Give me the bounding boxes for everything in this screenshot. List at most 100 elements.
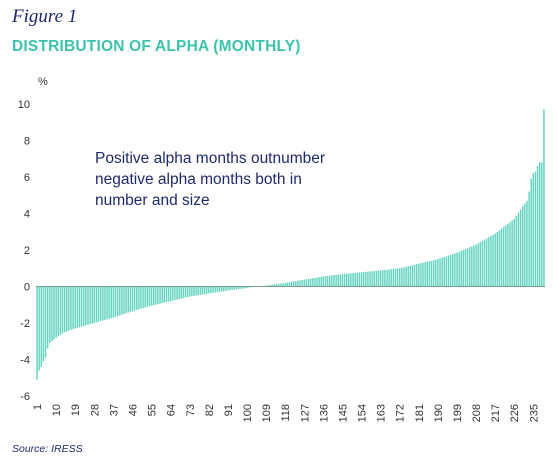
bar	[87, 286, 89, 325]
bar	[384, 269, 386, 287]
bar	[292, 281, 295, 287]
x-tick-label: 100	[242, 404, 254, 422]
bar	[210, 286, 212, 294]
bar	[534, 171, 537, 287]
bar	[269, 284, 272, 287]
y-tick-label: -2	[20, 318, 30, 330]
x-tick-label: 235	[528, 404, 540, 422]
bar	[532, 173, 535, 287]
bar	[337, 274, 339, 287]
x-tick-label: 64	[166, 404, 178, 416]
bar	[390, 269, 392, 287]
bar	[265, 285, 267, 287]
bar	[356, 272, 359, 287]
bar	[360, 272, 363, 287]
x-tick-label: 190	[433, 404, 445, 422]
bar	[435, 259, 437, 287]
bar	[437, 259, 439, 287]
bar	[246, 286, 248, 288]
bar	[169, 286, 172, 302]
bar	[83, 286, 85, 327]
bar	[415, 264, 418, 287]
bar	[526, 200, 528, 287]
bar	[172, 286, 174, 301]
bar	[428, 261, 431, 287]
bar	[286, 282, 289, 287]
bar	[127, 286, 129, 313]
bar	[191, 286, 193, 297]
bar	[352, 273, 354, 287]
bar	[93, 286, 96, 323]
bar	[76, 286, 79, 328]
annotation-line: negative alpha months both in	[95, 171, 302, 188]
bar	[74, 286, 76, 329]
bar	[80, 286, 83, 327]
bar	[267, 285, 269, 287]
bar	[543, 109, 545, 287]
y-tick-label: 10	[18, 99, 30, 111]
bar	[316, 277, 318, 287]
bar	[500, 228, 503, 287]
x-tick-label: 217	[490, 404, 502, 422]
bar	[475, 244, 477, 287]
bar	[280, 283, 282, 287]
bar	[142, 286, 144, 309]
bar	[468, 247, 471, 287]
bar	[271, 284, 274, 287]
bar	[78, 286, 81, 328]
bar	[108, 286, 110, 319]
bar	[59, 286, 62, 335]
x-tick-label: 91	[223, 404, 235, 416]
bar	[297, 280, 299, 287]
annotation-line: number and size	[95, 192, 210, 209]
bar	[494, 233, 496, 287]
bar	[447, 255, 450, 287]
bar	[273, 284, 276, 287]
bar	[358, 272, 361, 287]
bar	[186, 286, 189, 298]
bar	[371, 271, 373, 287]
bar	[121, 286, 123, 315]
bar	[176, 286, 178, 300]
bar	[36, 286, 38, 380]
bar	[178, 286, 180, 300]
bar	[227, 286, 229, 291]
bar	[123, 286, 125, 314]
bar	[488, 237, 490, 287]
bar	[422, 262, 424, 287]
bar	[367, 271, 369, 287]
bar	[102, 286, 104, 321]
bar	[167, 286, 170, 302]
bar	[471, 246, 473, 287]
bar	[91, 286, 93, 324]
bar	[116, 286, 119, 317]
bar	[203, 286, 206, 295]
bar	[519, 209, 522, 287]
bar	[106, 286, 108, 320]
bar	[524, 203, 526, 287]
bar	[452, 254, 454, 287]
bar	[165, 286, 168, 303]
bar	[303, 279, 305, 287]
bar	[460, 250, 462, 287]
y-tick-label: 6	[24, 172, 30, 184]
bar	[341, 274, 344, 287]
bar	[95, 286, 98, 323]
bar	[40, 286, 43, 367]
bar	[377, 270, 380, 287]
bar	[430, 260, 433, 287]
bar	[411, 265, 414, 287]
bar	[131, 286, 134, 312]
bar	[339, 274, 342, 287]
bar	[288, 282, 291, 287]
y-tick-label: -6	[20, 391, 30, 403]
bar	[426, 261, 429, 287]
bar	[492, 234, 494, 287]
bar	[369, 271, 371, 287]
x-tick-label: 109	[261, 404, 273, 422]
bar	[55, 286, 57, 338]
figure-label: Figure 1	[12, 6, 78, 27]
bar	[263, 285, 265, 287]
bar	[379, 270, 382, 287]
source-note: Source: IRESS	[12, 443, 83, 455]
